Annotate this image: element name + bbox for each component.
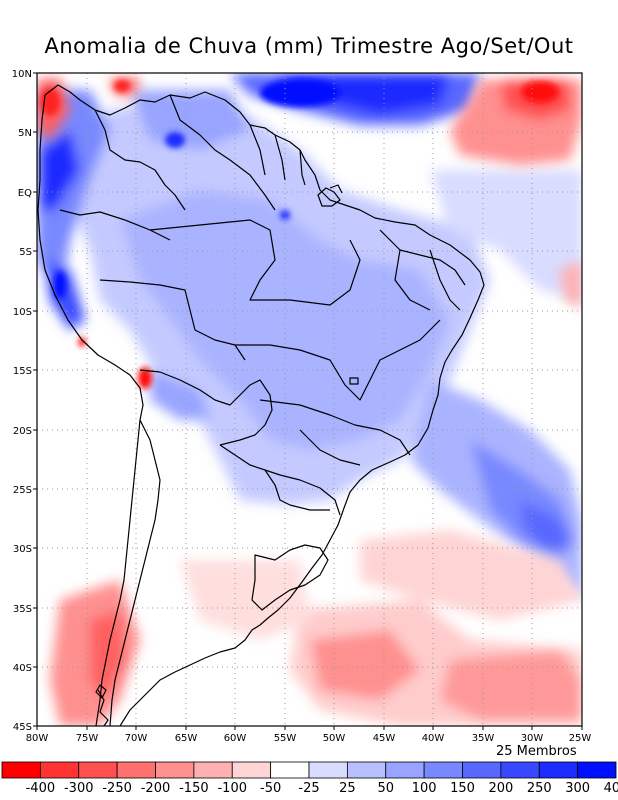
- map-title: Anomalia de Chuva (mm) Trimestre Ago/Set…: [44, 34, 574, 58]
- border-venezuela-brazil: [169, 94, 276, 211]
- graticule: [37, 73, 582, 726]
- lat-label: 25S: [13, 485, 32, 496]
- lon-label: 80W: [26, 733, 49, 744]
- lat-label: 45S: [13, 722, 32, 733]
- lon-label: 65W: [175, 733, 198, 744]
- lat-label: 30S: [13, 544, 32, 555]
- lon-label: 40W: [422, 733, 445, 744]
- border-colombia-venezuela: [94, 109, 186, 211]
- lon-label: 35W: [472, 733, 495, 744]
- lon-label: 45W: [373, 733, 396, 744]
- border-peru-brazil: [99, 279, 246, 361]
- border-argentina-chile: [109, 419, 161, 726]
- border-brazil-states-north: [149, 219, 361, 306]
- lon-label: 50W: [323, 733, 346, 744]
- lon-label: 60W: [224, 733, 247, 744]
- border-colombia-peru: [59, 209, 171, 241]
- border-uruguay: [251, 544, 329, 611]
- lon-label: 55W: [274, 733, 297, 744]
- border-brazil-states-central: [235, 319, 441, 401]
- lat-label: 5N: [18, 128, 32, 139]
- positive-anomaly-field: [37, 73, 582, 600]
- lat-label: 35S: [13, 604, 32, 615]
- amazon-delta: [317, 184, 343, 207]
- south-america-coastline: [44, 84, 485, 726]
- lon-label: 30W: [521, 733, 544, 744]
- lon-label: 25W: [569, 733, 592, 744]
- latitude-labels: 10N 5N EQ 5S 10S 15S 20S 25S 30S 35S 40S…: [12, 69, 32, 733]
- chile-fjords: [97, 689, 109, 726]
- map-frame: [36, 72, 583, 727]
- border-guyanas: [249, 124, 306, 186]
- falkland-islands: [95, 684, 107, 699]
- lat-label: 10N: [12, 69, 32, 80]
- lon-label: 70W: [125, 733, 148, 744]
- lat-label: EQ: [18, 188, 32, 199]
- border-brazil-states-northeast: [379, 229, 466, 311]
- lon-label: 75W: [76, 733, 99, 744]
- border-argentina-brazil: [264, 469, 341, 516]
- border-brazil-states-south: [259, 399, 411, 511]
- lat-label: 40S: [13, 663, 32, 674]
- longitude-labels: 80W 75W 70W 65W 60W 55W 50W 45W 40W 35W …: [26, 733, 592, 744]
- lat-label: 10S: [13, 307, 32, 318]
- lat-label: 20S: [13, 426, 32, 437]
- coastlines-and-borders: [37, 84, 485, 726]
- border-bolivia: [139, 369, 273, 446]
- ensemble-members-label: 25 Membros: [496, 744, 577, 759]
- lat-label: 5S: [19, 247, 32, 258]
- lat-label: 15S: [13, 366, 32, 377]
